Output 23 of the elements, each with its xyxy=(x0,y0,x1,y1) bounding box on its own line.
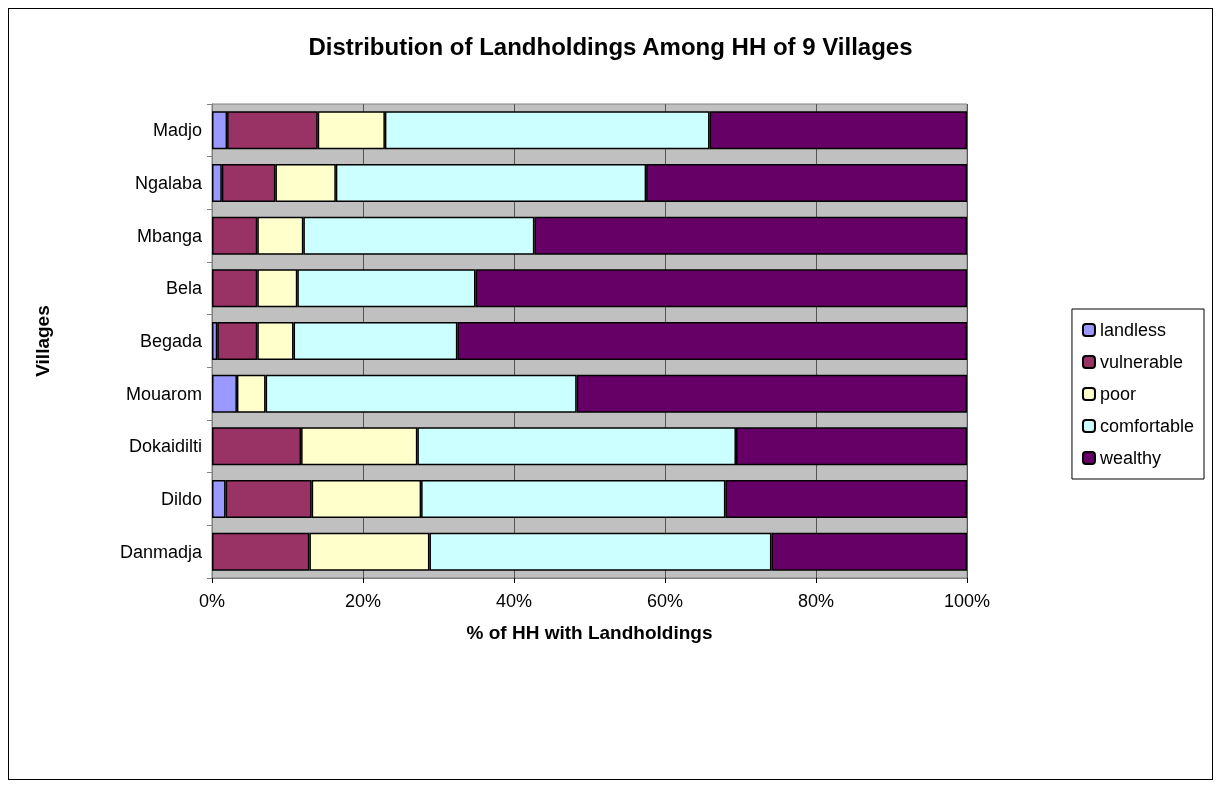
x-tick-label: 40% xyxy=(495,591,533,611)
y-tick-label: Begada xyxy=(139,331,203,351)
x-tick-label: 100% xyxy=(943,591,991,611)
y-tick-label: Madjo xyxy=(152,120,202,141)
y-tick-label: Mouarom xyxy=(125,383,202,404)
y-axis-title: Villages xyxy=(32,305,53,377)
y-tick-label: Mbanga xyxy=(136,225,203,246)
legend-label: wealthy xyxy=(1098,448,1161,468)
x-tick-label: 80% xyxy=(797,591,835,611)
x-tick-label: 20% xyxy=(344,591,382,611)
y-tick-label: Danmadja xyxy=(119,541,203,562)
chart-title: Distribution of Landholdings Among HH of 9 Villages xyxy=(308,32,913,60)
legend-label: landless xyxy=(1099,320,1166,340)
y-tick-label: Ngalaba xyxy=(134,173,203,193)
y-tick-label: Dokaidilti xyxy=(128,436,202,457)
y-tick-label: Dildo xyxy=(160,489,202,509)
y-tick-label: Bela xyxy=(165,278,203,299)
x-axis-title: % of HH with Landholdings xyxy=(466,622,713,643)
legend-label: comfortable xyxy=(1099,416,1194,436)
x-tick-label: 0% xyxy=(198,591,226,611)
x-tick-label: 60% xyxy=(646,591,684,611)
legend-label: poor xyxy=(1099,384,1136,404)
legend-label: vulnerable xyxy=(1099,352,1184,372)
